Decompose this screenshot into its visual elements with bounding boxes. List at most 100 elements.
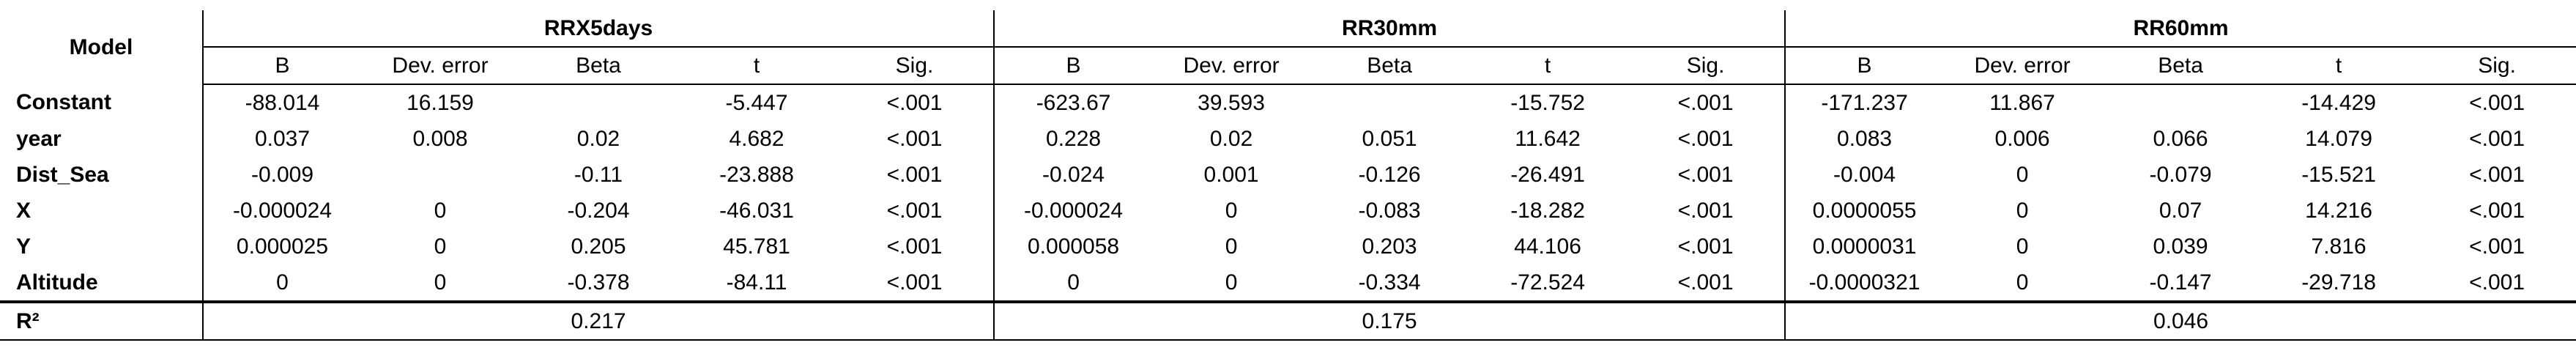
data-row: Altitude 0 0 -0.378 -84.11 <.001 0 0 -0.334 -72.5… — [0, 264, 2576, 302]
cell: -72.524 — [1510, 270, 1585, 295]
cell: -623.67 — [993, 84, 1153, 121]
cell: -14.429 — [2301, 90, 2376, 115]
cell: -0.0000321 — [1784, 264, 1944, 302]
column-header: Dev. error — [1152, 47, 1311, 85]
cell: 39.593 — [1198, 90, 1265, 115]
cell: 0.051 — [1362, 126, 1417, 151]
data-row: Y 0.000025 0 0.205 45.781 <.001 0.000058 0 0.203… — [0, 229, 2576, 264]
table-container: Model RRX5days RR30mm RR60mm B Dev. error Beta… — [0, 10, 2576, 341]
cell: -0.11 — [574, 162, 623, 187]
column-header: B — [203, 47, 361, 85]
cell: 14.079 — [2305, 126, 2372, 151]
cell: 0.205 — [571, 234, 626, 259]
cell: <.001 — [1677, 126, 1734, 151]
column-header: Dev. error — [1943, 47, 2102, 85]
cell — [361, 157, 519, 193]
cell: -0.000024 — [993, 193, 1153, 229]
column-header: t — [1469, 47, 1627, 85]
cell: 0.203 — [1362, 234, 1417, 259]
cell: <.001 — [1677, 270, 1734, 295]
data-row: Constant -88.014 16.159 -5.447 <.001 -623.67 3… — [0, 84, 2576, 121]
cell: 11.867 — [1989, 90, 2055, 115]
row-label: X — [0, 193, 204, 229]
r2-value: 0.217 — [203, 300, 995, 341]
cell: <.001 — [886, 234, 943, 259]
row-label: year — [0, 121, 204, 157]
cell: 0 — [1225, 198, 1238, 223]
cell: 0.000025 — [236, 234, 329, 259]
cell: -0.004 — [1784, 157, 1944, 193]
cell: -171.237 — [1784, 84, 1944, 121]
cell: 0.07 — [2159, 198, 2202, 223]
cell: <.001 — [2469, 198, 2525, 223]
cell: 11.642 — [1515, 126, 1581, 151]
model-header: Model — [0, 10, 204, 84]
cell: -0.334 — [1358, 270, 1421, 295]
cell: 0 — [2016, 198, 2029, 223]
cell: <.001 — [886, 162, 943, 187]
cell: -15.521 — [2301, 162, 2376, 187]
cell: 0 — [2016, 270, 2029, 295]
cell: -26.491 — [1510, 162, 1585, 187]
regression-table: Model RRX5days RR30mm RR60mm B Dev. error Beta… — [0, 10, 2576, 341]
column-header: Sig. — [2418, 47, 2576, 85]
cell: -0.000024 — [232, 198, 333, 223]
cell: 0.0000055 — [1784, 193, 1944, 229]
cell: 0.006 — [1994, 126, 2050, 151]
cell: 0.02 — [576, 126, 620, 151]
cell: -84.11 — [726, 270, 787, 295]
cell: <.001 — [2469, 162, 2525, 187]
cell: -15.752 — [1510, 90, 1585, 115]
cell: -0.147 — [2149, 270, 2212, 295]
data-row: Dist_Sea -0.009 -0.11 -23.888 <.001 -0.024 0.0… — [0, 157, 2576, 193]
cell: -29.718 — [2301, 270, 2376, 295]
cell: -18.282 — [1510, 198, 1585, 223]
cell: <.001 — [886, 270, 943, 295]
data-row: X -0.000024 0 -0.204 -46.031 <.001 -0.000024 0 -… — [0, 193, 2576, 229]
cell: 0.066 — [2153, 126, 2208, 151]
cell: 0 — [434, 234, 447, 259]
row-label: Dist_Sea — [0, 157, 204, 193]
cell: 0.02 — [1209, 126, 1253, 151]
cell: 0 — [1225, 270, 1238, 295]
r2-value: 0.046 — [1784, 300, 2576, 341]
cell: 0.0000031 — [1784, 229, 1944, 264]
column-header: Beta — [2101, 47, 2260, 85]
column-header: t — [678, 47, 836, 85]
cell: 14.216 — [2305, 198, 2372, 223]
cell: <.001 — [886, 90, 943, 115]
cell: 16.159 — [407, 90, 474, 115]
cell — [519, 84, 678, 121]
cell: 7.816 — [2311, 234, 2367, 259]
cell — [1310, 84, 1469, 121]
cell: 0 — [1225, 234, 1238, 259]
column-header: Beta — [1310, 47, 1469, 85]
cell: -0.009 — [250, 162, 314, 187]
cell: 0.037 — [254, 126, 311, 151]
column-header: B — [993, 47, 1153, 85]
cell: -0.204 — [567, 198, 630, 223]
cell: 0.083 — [1784, 121, 1944, 157]
cell: 45.781 — [723, 234, 790, 259]
cell: 0 — [993, 264, 1153, 302]
cell: <.001 — [1677, 198, 1734, 223]
cell: 0.039 — [2153, 234, 2208, 259]
cell: -23.888 — [719, 162, 794, 187]
cell: 0 — [2016, 162, 2029, 187]
cell: -0.079 — [2149, 162, 2212, 187]
column-header: Beta — [519, 47, 678, 85]
r2-value: 0.175 — [993, 300, 1786, 341]
cell: <.001 — [2469, 90, 2525, 115]
cell: 0 — [434, 270, 447, 295]
group-header: RRX5days — [203, 10, 995, 48]
cell: -0.083 — [1358, 198, 1421, 223]
cell: -0.024 — [993, 157, 1153, 193]
cell: 0 — [434, 198, 447, 223]
cell — [2101, 84, 2260, 121]
cell: 0 — [276, 270, 289, 295]
cell: <.001 — [2469, 270, 2525, 295]
column-header: Dev. error — [361, 47, 519, 85]
cell: 0 — [2016, 234, 2029, 259]
r2-label: R² — [0, 300, 204, 341]
